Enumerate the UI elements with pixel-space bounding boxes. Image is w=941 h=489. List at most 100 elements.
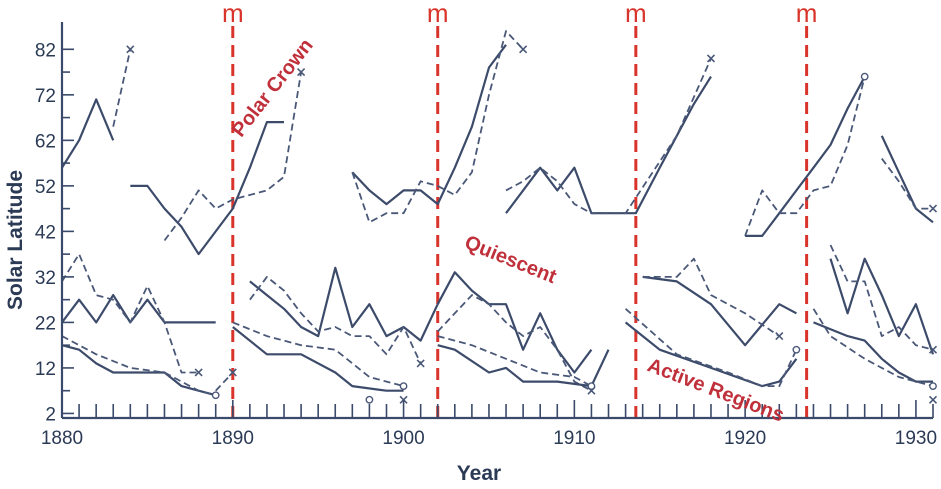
x-marker [519,45,528,54]
series [61,253,203,377]
circle-marker [792,345,801,354]
series [745,76,866,237]
series [813,321,933,383]
x-tick-label: 1900 [382,428,424,449]
y-tick-label: 52 [35,177,56,198]
x-marker [399,395,408,404]
minimum-label: m [427,0,449,28]
x-marker [297,68,306,77]
x-tick-label: 1910 [553,428,595,449]
x-marker [416,359,425,368]
dashed-series-line [625,308,798,388]
series [61,294,216,324]
y-tick-label: 82 [35,40,56,61]
dashed-series-line [215,371,234,392]
annotation-label: Quiescent [461,232,559,289]
minimum-label: m [222,0,244,28]
solid-series-line [436,271,593,374]
series [829,257,935,355]
y-tick-label: 42 [35,222,56,243]
solid-series-line [249,266,439,342]
y-tick-label: 22 [35,313,56,334]
series [249,266,439,342]
x-marker [228,368,237,377]
series [215,368,237,392]
dashed-series-line [642,257,780,337]
x-marker [775,332,784,341]
series [232,321,408,391]
x-axis-label: Year [457,462,501,485]
series [130,120,284,256]
minimum-label: m [625,0,647,28]
series [61,344,216,397]
series [642,257,784,341]
series [812,308,937,391]
series [881,158,938,213]
series [829,244,938,354]
y-tick-label: 12 [35,359,56,380]
series [351,44,507,206]
series [642,275,797,347]
data-series [61,30,938,404]
series [437,344,610,388]
solid-series-line [624,321,798,388]
circle-marker [211,391,220,400]
solid-series-line [61,294,216,324]
solid-series-line [745,76,866,237]
dashed-series-line [163,71,302,242]
series [880,135,934,224]
minimum-label: m [796,0,818,28]
x-marker [928,395,938,404]
circle-marker [399,382,408,391]
y-axis-label: Solar Latitude [4,170,27,310]
dashed-series-line [829,244,934,351]
solid-series-line [61,98,115,169]
solid-series-line [880,135,934,224]
dashed-series-line [351,30,524,224]
series [112,45,135,127]
solid-series-line [829,257,935,355]
series [437,335,596,391]
dashed-series-line [232,321,404,387]
solid-series-line [642,275,797,347]
series [437,294,596,395]
x-marker [928,345,938,354]
annotation-label: Active Regions [644,354,787,426]
y-tick-label: 72 [35,86,56,107]
solid-series-line [505,76,712,215]
dashed-series-line [505,58,712,215]
x-marker [194,368,203,377]
series [505,54,716,215]
series [928,395,938,404]
x-tick-label: 1880 [41,428,83,449]
solid-series-line [813,321,933,383]
series [232,326,404,392]
solid-series-line [130,120,284,256]
circle-marker [587,382,596,391]
x-tick-label: 1890 [212,428,254,449]
dashed-series-line [437,294,592,392]
series [61,335,220,400]
dashed-series-line [112,49,132,127]
x-marker [928,204,938,213]
series [505,76,712,215]
y-tick-label: 32 [35,268,56,289]
x-tick-label: 1930 [895,428,937,449]
annotation-label: Polar Crown [228,35,318,141]
series [436,271,593,374]
series [351,30,528,224]
x-marker [706,54,716,63]
series [365,395,374,404]
dashed-series-line [249,275,422,364]
y-tick-label: 62 [35,131,56,152]
dashed-series-line [744,76,866,237]
solid-series-line [232,326,404,392]
series [399,395,408,404]
dashed-series-line [437,335,592,387]
y-tick-label: 2 [45,404,56,425]
dashed-series-line [812,308,934,387]
axes: 1880 1890 1900 1910 1920 1930 2 12 22 32 42 52 62 72 8… [35,22,937,449]
dashed-series-line [881,158,933,210]
